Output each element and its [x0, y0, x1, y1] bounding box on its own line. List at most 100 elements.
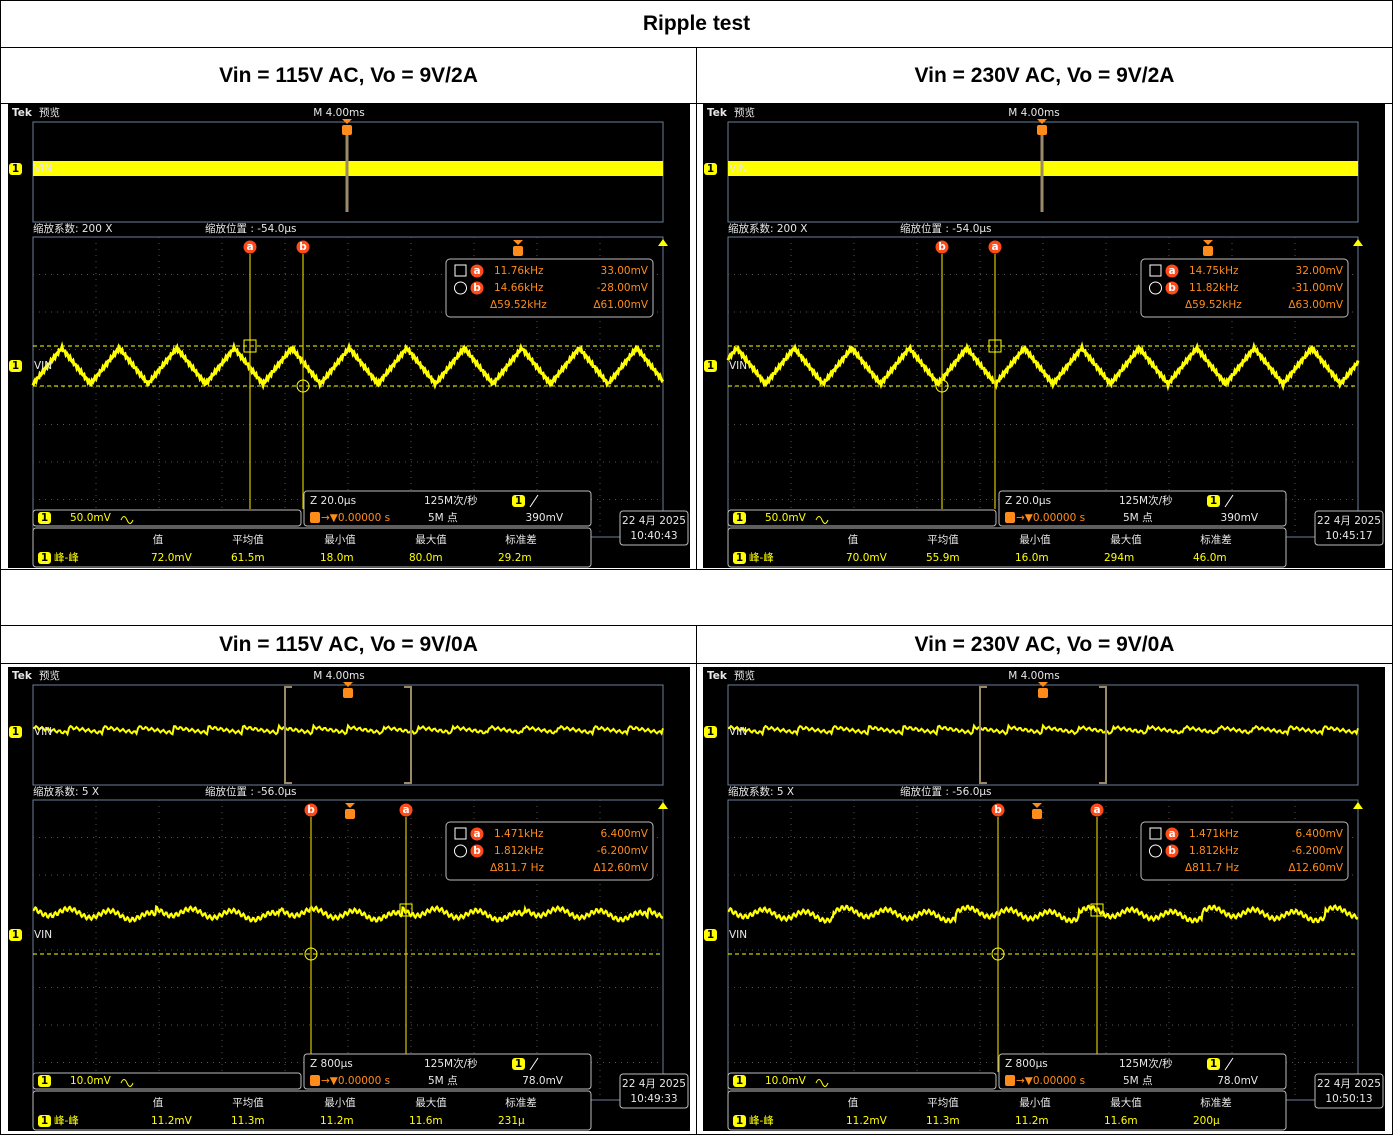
measure-value: 72.0mV	[151, 552, 193, 564]
trigger-marker	[513, 246, 523, 256]
measure-value: 16.0m	[1015, 552, 1049, 564]
measure-value: 70.0mV	[846, 552, 888, 564]
channel-scale: 10.0mV	[765, 1075, 807, 1087]
overview-frame	[728, 685, 1358, 785]
cursor-freq: 11.76kHz	[494, 265, 544, 277]
cursor-volt: -28.00mV	[597, 282, 649, 294]
measure-header: 值	[153, 1096, 164, 1109]
trigger-marker	[345, 809, 355, 819]
zoom-bracket	[980, 687, 1106, 783]
measure-header: 平均值	[232, 533, 264, 546]
cursor-tag-label: b	[1168, 845, 1176, 857]
trigger-position: →▼0.00000 s	[321, 512, 390, 524]
channel-label: VIN	[34, 360, 52, 372]
trigger-marker	[1038, 688, 1048, 698]
channel-number: 1	[1210, 495, 1217, 507]
measure-header: 标准差	[505, 1096, 537, 1109]
cursor-tag-label: b	[938, 241, 946, 253]
measure-header: 标准差	[1200, 533, 1232, 546]
cursor-tag-label: a	[402, 804, 409, 816]
sample-rate: 125M次/秒	[424, 494, 478, 507]
channel-label: VIN	[729, 163, 747, 175]
cursor-tag-label: b	[473, 282, 481, 294]
measure-value: 11.6m	[409, 1115, 443, 1127]
cursor-volt: -6.200mV	[597, 845, 649, 857]
time: 10:50:13	[1325, 1093, 1372, 1105]
trigger-marker	[342, 125, 352, 135]
channel-number: 1	[707, 163, 714, 175]
trigger-level: 78.0mV	[1217, 1075, 1259, 1087]
cursor-volt: 32.00mV	[1296, 265, 1344, 277]
channel-label: VIN	[34, 929, 52, 941]
overview-frame	[33, 685, 663, 785]
cursor-tag-label: b	[1168, 282, 1176, 294]
cursor-tag-label: a	[1093, 804, 1100, 816]
channel-number: 1	[41, 512, 48, 524]
timebase: M 4.00ms	[313, 107, 364, 119]
mode: 预览	[734, 106, 755, 119]
sample-rate: 125M次/秒	[1119, 494, 1173, 507]
measure-value: 61.5m	[231, 552, 265, 564]
cursor-delta-volt: Δ12.60mV	[593, 862, 648, 874]
cursor-volt: -31.00mV	[1292, 282, 1344, 294]
channel-number: 1	[41, 552, 48, 564]
cursor-delta-volt: Δ63.00mV	[1288, 299, 1343, 311]
cursor-volt: 6.400mV	[1296, 828, 1344, 840]
brand: Tek	[12, 107, 33, 119]
channel-number: 1	[41, 1115, 48, 1127]
zoom-timebase: Z 20.0μs	[1005, 495, 1051, 507]
cursor-volt: -6.200mV	[1292, 845, 1344, 857]
measure-header: 最大值	[1110, 1096, 1142, 1109]
trigger-position: →▼0.00000 s	[1016, 512, 1085, 524]
sample-rate: 125M次/秒	[424, 1057, 478, 1070]
trigger-position: →▼0.00000 s	[1016, 1075, 1085, 1087]
cursor-delta-volt: Δ61.00mV	[593, 299, 648, 311]
channel-number: 1	[12, 726, 19, 738]
channel-label: VIN	[34, 726, 52, 738]
record-length: 5M 点	[1123, 512, 1153, 524]
date: 22 4月 2025	[1317, 1078, 1381, 1090]
trigger-marker	[343, 688, 353, 698]
zoom-factor: 缩放系数: 5 X	[33, 785, 99, 798]
cursor-freq: 1.471kHz	[1189, 828, 1239, 840]
trigger-badge	[1005, 512, 1015, 523]
measure-value: 29.2m	[498, 552, 532, 564]
measure-header: 值	[848, 533, 859, 546]
trigger-marker	[1203, 240, 1213, 245]
measure-value: 294m	[1104, 552, 1134, 564]
panel-heading: Vin = 230V AC, Vo = 9V/2A	[696, 47, 1393, 104]
measure-value: 55.9m	[926, 552, 960, 564]
date: 22 4月 2025	[622, 1078, 686, 1090]
measure-header: 平均值	[232, 1096, 264, 1109]
measure-value: 11.2mV	[846, 1115, 888, 1127]
channel-scale: 10.0mV	[70, 1075, 112, 1087]
table-title: Ripple test	[0, 0, 1393, 48]
channel-number: 1	[515, 1058, 522, 1070]
brand: Tek	[707, 670, 728, 682]
scroll-marker	[658, 802, 668, 809]
channel-number: 1	[736, 512, 743, 524]
waveform	[728, 347, 1358, 386]
zoom-position: 缩放位置 : -54.0μs	[205, 222, 297, 235]
cursor-freq: 1.812kHz	[494, 845, 544, 857]
cursor-freq: 14.75kHz	[1189, 265, 1239, 277]
trigger-level: 390mV	[1221, 512, 1259, 524]
trigger-position: →▼0.00000 s	[321, 1075, 390, 1087]
measure-header: 最小值	[324, 533, 356, 546]
measure-value: 11.3m	[231, 1115, 265, 1127]
cursor-delta-freq: Δ811.7 Hz	[1185, 862, 1239, 874]
trigger-marker	[1032, 809, 1042, 819]
panel-heading: Vin = 115V AC, Vo = 9V/0A	[0, 625, 697, 664]
channel-number: 1	[12, 163, 19, 175]
measure-value: 231μ	[498, 1115, 525, 1127]
scope-screen: Tek预览M 4.00ms1VIN缩放系数: 5 X缩放位置 : -56.0μs…	[8, 667, 690, 1131]
measure-header: 最大值	[415, 533, 447, 546]
timebase: M 4.00ms	[1008, 670, 1059, 682]
zoom-factor: 缩放系数: 200 X	[33, 222, 112, 235]
cursor-tag-label: a	[246, 241, 253, 253]
measure-header: 标准差	[505, 533, 537, 546]
time: 10:45:17	[1325, 530, 1372, 542]
zoom-bracket	[285, 687, 411, 783]
cursor-delta-freq: Δ811.7 Hz	[490, 862, 544, 874]
